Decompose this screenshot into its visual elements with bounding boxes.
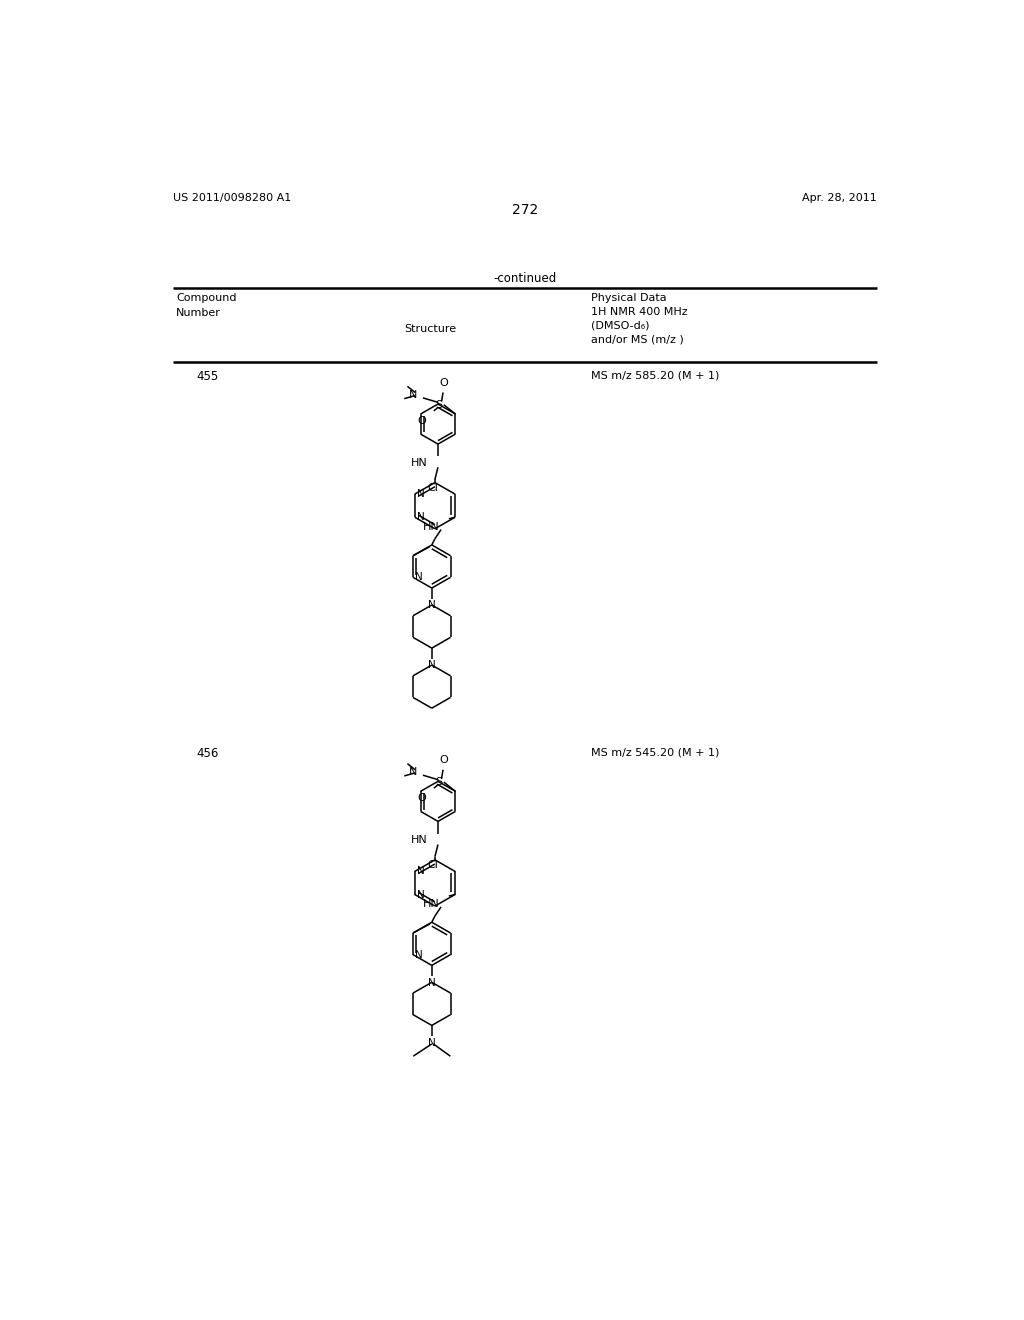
Text: S: S [435,777,442,787]
Text: N: N [417,890,425,899]
Text: N: N [428,601,435,610]
Text: O: O [439,378,449,388]
Text: Cl: Cl [427,483,438,492]
Text: N: N [417,512,425,523]
Text: Compound: Compound [176,293,237,304]
Text: N: N [415,573,422,582]
Text: MS m/z 585.20 (M + 1): MS m/z 585.20 (M + 1) [592,370,720,380]
Text: N: N [428,1038,435,1048]
Text: 272: 272 [512,203,538,216]
Text: N: N [428,978,435,987]
Text: N: N [415,949,422,960]
Text: N: N [417,490,425,499]
Text: HN: HN [411,458,427,467]
Text: US 2011/0098280 A1: US 2011/0098280 A1 [173,193,291,203]
Text: 456: 456 [197,747,218,760]
Text: Structure: Structure [404,323,457,334]
Text: O: O [417,793,426,803]
Text: Apr. 28, 2011: Apr. 28, 2011 [802,193,877,203]
Text: O: O [439,755,449,766]
Text: O: O [417,416,426,425]
Text: Cl: Cl [427,861,438,870]
Text: N: N [410,767,418,777]
Text: N: N [428,660,435,671]
Text: N: N [410,389,418,400]
Text: (DMSO-d₆): (DMSO-d₆) [592,321,650,331]
Text: Physical Data: Physical Data [592,293,667,304]
Text: MS m/z 545.20 (M + 1): MS m/z 545.20 (M + 1) [592,747,720,758]
Text: S: S [435,400,442,409]
Text: Number: Number [176,308,221,318]
Text: N: N [417,866,425,876]
Text: and/or MS (m/z ): and/or MS (m/z ) [592,335,684,345]
Text: HN: HN [423,899,439,909]
Text: 455: 455 [197,370,218,383]
Text: HN: HN [423,521,439,532]
Text: -continued: -continued [494,272,556,285]
Text: 1H NMR 400 MHz: 1H NMR 400 MHz [592,308,688,317]
Text: HN: HN [411,836,427,845]
